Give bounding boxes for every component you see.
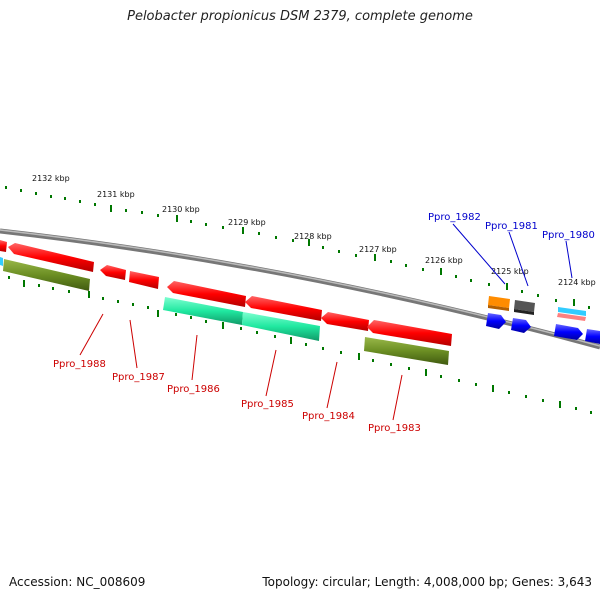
gene-feature [0, 240, 7, 252]
reverse-gene-leaders [79, 313, 403, 421]
gene-label: Ppro_1983 [368, 423, 421, 434]
gene-label: Ppro_1981 [485, 221, 538, 232]
gene-feature [511, 318, 531, 333]
gene-label: Ppro_1987 [112, 372, 165, 383]
gene-feature [486, 313, 506, 329]
gene-label: Ppro_1988 [53, 359, 106, 370]
kbp-label: 2127 kbp [359, 245, 397, 254]
kbp-label: 2124 kbp [558, 278, 596, 287]
gene-feature [8, 243, 94, 272]
gene-label: Ppro_1980 [542, 230, 595, 241]
gene-feature [3, 259, 90, 291]
gene-label: Ppro_1986 [167, 384, 220, 395]
gene-feature [242, 312, 320, 341]
gene-label: Ppro_1984 [302, 411, 355, 422]
genome-summary-text: Topology: circular; Length: 4,008,000 bp… [262, 575, 592, 589]
gene-feature [367, 320, 452, 346]
gene-feature [0, 257, 3, 266]
kbp-label: 2130 kbp [162, 205, 200, 214]
gene-feature [321, 312, 369, 331]
gene-feature [585, 329, 600, 344]
map-title: Pelobacter propionicus DSM 2379, complet… [127, 9, 473, 24]
outer-tick-row [5, 186, 590, 309]
kbp-label: 2132 kbp [32, 174, 70, 183]
gene-feature [558, 307, 586, 316]
gene-label: Ppro_1982 [428, 212, 481, 223]
kbp-label: 2128 kbp [294, 232, 332, 241]
gene-feature [488, 296, 510, 308]
accession-text: Accession: NC_008609 [9, 575, 146, 589]
gene-label: Ppro_1985 [241, 399, 294, 410]
gene-feature [163, 297, 243, 325]
gene-feature [554, 324, 583, 340]
gene-feature [167, 281, 246, 307]
gene-feature [129, 271, 159, 289]
kbp-label: 2129 kbp [228, 218, 266, 227]
reverse-strand-features [0, 240, 452, 346]
gene-feature [364, 337, 449, 365]
reverse-strand-lane-2 [0, 257, 449, 365]
gene-feature [100, 265, 126, 280]
kbp-label: 2126 kbp [425, 256, 463, 265]
forward-strand-features [486, 296, 600, 344]
forward-gene-leaders [452, 223, 573, 287]
kbp-label: 2131 kbp [97, 190, 135, 199]
gene-feature [514, 300, 535, 312]
gene-feature [245, 296, 322, 321]
gene-feature [557, 313, 586, 321]
inner-tick-row [8, 276, 592, 414]
kbp-label: 2125 kbp [491, 267, 529, 276]
